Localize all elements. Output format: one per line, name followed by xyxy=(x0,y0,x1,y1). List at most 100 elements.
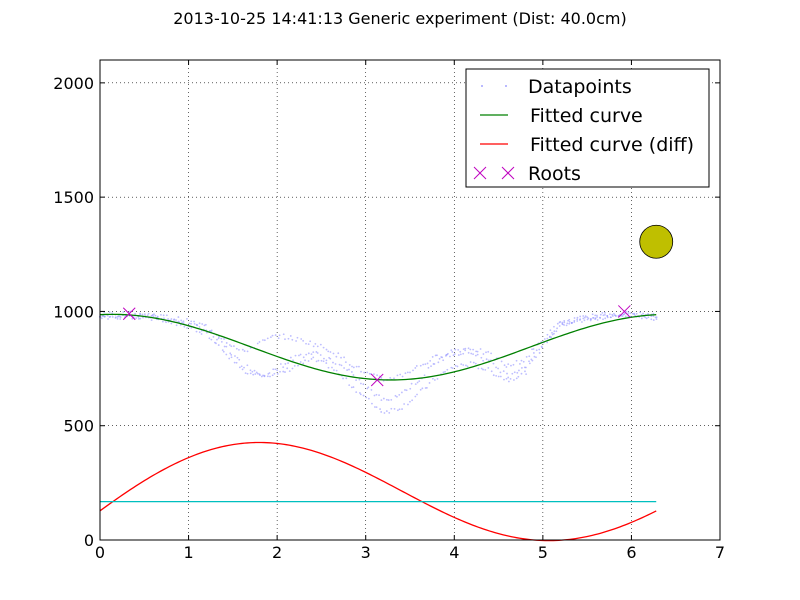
datapoint xyxy=(576,318,579,321)
datapoint xyxy=(256,372,259,375)
datapoint xyxy=(389,377,392,379)
datapoint xyxy=(640,317,643,320)
datapoint xyxy=(228,357,231,360)
datapoint xyxy=(492,362,495,365)
datapoint xyxy=(482,353,485,355)
datapoint xyxy=(246,364,249,367)
datapoint xyxy=(327,366,330,369)
datapoint xyxy=(135,317,138,320)
datapoint xyxy=(362,383,365,386)
datapoint xyxy=(327,350,330,353)
datapoint xyxy=(406,371,409,374)
datapoint xyxy=(576,316,579,319)
datapoint xyxy=(251,370,254,373)
datapoint xyxy=(553,332,555,335)
legend-box xyxy=(465,68,710,188)
datapoint xyxy=(441,356,444,359)
datapoint xyxy=(243,366,245,369)
x-tick-label: 5 xyxy=(538,543,548,562)
datapoint xyxy=(198,331,201,334)
legend-item: Fitted curve xyxy=(480,105,643,127)
datapoint xyxy=(241,348,244,351)
datapoint xyxy=(520,367,523,369)
datapoint xyxy=(323,357,325,360)
datapoint xyxy=(495,366,497,369)
legend-label: Fitted curve (diff) xyxy=(530,134,694,156)
datapoint xyxy=(429,360,432,362)
datapoint xyxy=(291,367,294,370)
datapoint xyxy=(469,361,472,363)
datapoint xyxy=(411,399,414,402)
datapoint xyxy=(150,314,153,317)
datapoint xyxy=(268,372,271,374)
datapoint xyxy=(477,367,480,370)
datapoint xyxy=(528,362,531,365)
datapoint xyxy=(398,393,401,396)
datapoint xyxy=(282,370,285,373)
datapoint xyxy=(388,411,391,414)
datapoint xyxy=(519,363,521,365)
datapoint xyxy=(221,349,224,352)
datapoint xyxy=(249,372,252,375)
axes-frame xyxy=(99,59,721,541)
x-tick-label: 6 xyxy=(626,543,636,562)
datapoint xyxy=(358,378,361,381)
datapoint xyxy=(279,370,281,373)
datapoint xyxy=(154,314,157,317)
datapoint xyxy=(100,317,103,320)
datapoint xyxy=(322,360,325,363)
datapoint xyxy=(358,392,361,394)
datapoint xyxy=(220,340,223,343)
datapoint xyxy=(480,356,483,359)
datapoint xyxy=(431,377,434,380)
datapoint xyxy=(639,311,642,314)
datapoint xyxy=(134,312,136,315)
datapoint xyxy=(273,372,276,375)
datapoint xyxy=(556,322,559,325)
datapoint xyxy=(568,318,571,321)
datapoint xyxy=(594,318,597,320)
datapoint xyxy=(393,377,395,380)
datapoint xyxy=(497,375,500,378)
datapoint xyxy=(375,393,378,396)
legend-label: Datapoints xyxy=(528,76,632,98)
datapoint xyxy=(453,353,456,355)
datapoint xyxy=(599,316,601,319)
legend-item: Roots xyxy=(473,163,581,185)
datapoint xyxy=(472,353,474,356)
datapoints-series xyxy=(98,310,658,414)
datapoint xyxy=(235,361,238,364)
datapoint xyxy=(430,365,432,368)
datapoint xyxy=(655,316,658,319)
datapoint xyxy=(360,370,362,373)
datapoint xyxy=(418,380,421,383)
datapoint xyxy=(322,346,325,349)
datapoint xyxy=(288,370,291,372)
datapoint xyxy=(652,315,655,318)
datapoint xyxy=(546,333,549,336)
datapoint xyxy=(220,337,223,340)
datapoint xyxy=(535,356,537,359)
datapoint xyxy=(396,374,399,377)
datapoint xyxy=(533,355,536,358)
datapoint xyxy=(370,389,373,391)
yellow-circle-marker xyxy=(639,224,674,259)
datapoint xyxy=(351,365,353,368)
datapoint xyxy=(416,393,418,396)
datapoint xyxy=(647,312,649,315)
fitted-curve-diff-line xyxy=(99,441,657,542)
datapoint xyxy=(262,339,264,341)
datapoint xyxy=(293,364,296,367)
datapoint xyxy=(230,356,233,359)
y-tick-label: 1000 xyxy=(53,302,94,321)
datapoint xyxy=(309,340,312,343)
datapoint xyxy=(170,318,173,320)
datapoint xyxy=(279,363,282,365)
datapoint xyxy=(190,322,192,325)
datapoint xyxy=(451,351,454,353)
datapoint xyxy=(528,355,531,358)
datapoint xyxy=(538,348,541,351)
datapoint xyxy=(115,316,117,318)
datapoint xyxy=(467,347,470,350)
datapoint xyxy=(449,355,451,358)
